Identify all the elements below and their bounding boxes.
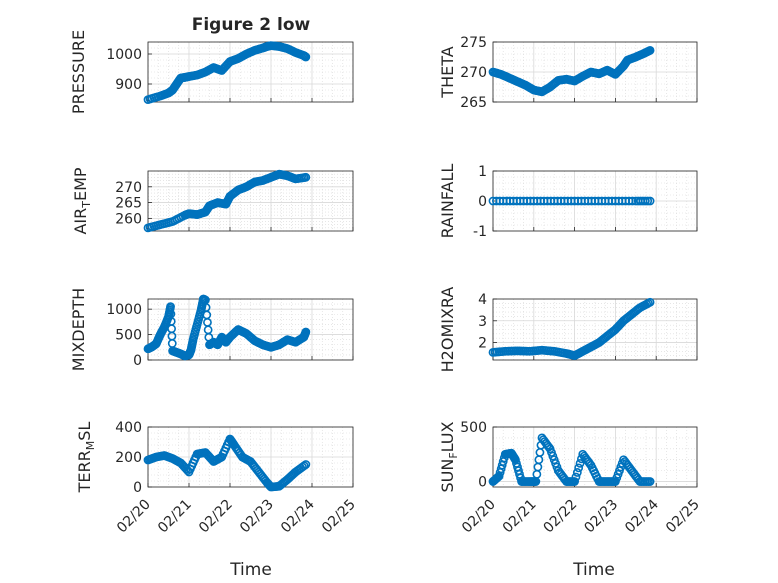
data-point	[301, 460, 311, 469]
y-axis-label: AIRTEMP	[71, 167, 93, 234]
data-series	[143, 41, 311, 104]
x-tick-label: 02/22	[196, 497, 236, 537]
data-point	[645, 477, 655, 486]
y-axis-label: MIXDEPTH	[69, 288, 88, 371]
y-tick-label: 400	[115, 420, 142, 436]
y-tick-label: 1000	[106, 47, 142, 63]
data-series	[143, 169, 311, 233]
x-tick-label: 02/20	[114, 497, 154, 537]
axes-frame	[492, 298, 698, 361]
data-point	[645, 46, 655, 55]
data-point	[301, 327, 311, 337]
x-tick-label: 02/25	[663, 497, 703, 537]
xlabel-right: Time	[572, 560, 615, 580]
y-tick-label: 2	[478, 336, 487, 352]
axes-frame	[147, 298, 354, 361]
subplot-rainfall: -1 0 1 RAINFALL	[438, 164, 698, 240]
y-tick-label: 260	[115, 211, 142, 227]
data-point	[645, 196, 655, 206]
x-tick-label: 02/23	[581, 497, 621, 537]
data-point	[301, 172, 311, 182]
data-point	[575, 458, 585, 468]
data-series	[488, 433, 655, 486]
y-axis-label: H2OMIXRA	[438, 287, 457, 373]
x-tick-label: 02/24	[622, 496, 662, 536]
y-tick-label: 275	[460, 35, 487, 51]
y-tick-label: 3	[478, 314, 487, 330]
data-point	[570, 477, 579, 486]
y-axis-label: RAINFALL	[438, 164, 457, 239]
axes-frame	[147, 170, 354, 232]
y-axis-label: PRESSURE	[69, 30, 88, 114]
subplot-h2omixra: 2 3 4 H2OMIXRA	[438, 287, 698, 373]
y-tick-label: 270	[460, 65, 487, 81]
data-point	[645, 297, 655, 307]
x-tick-label: 02/24	[278, 496, 318, 536]
subplot-mixdepth: 0 500 1000 MIXDEPTH	[69, 288, 354, 371]
subplot-pressure: 900 1000 PRESSURE	[69, 30, 354, 114]
y-tick-label: 500	[115, 328, 142, 344]
axes-frame	[492, 426, 698, 488]
y-tick-label: -1	[473, 224, 487, 240]
x-tick-label: 02/20	[459, 497, 499, 537]
data-series	[488, 297, 655, 361]
y-tick-label: 0	[478, 475, 487, 491]
y-tick-label: 900	[115, 77, 142, 93]
data-point	[574, 463, 584, 473]
y-tick-label: 0	[133, 480, 142, 496]
axes-frame	[147, 41, 354, 103]
data-point	[299, 461, 309, 471]
y-tick-label: 1	[478, 164, 487, 180]
y-tick-label: 200	[115, 450, 142, 466]
y-tick-label: 4	[478, 292, 487, 308]
y-tick-label: 0	[478, 194, 487, 210]
y-tick-label: 0	[133, 353, 142, 369]
data-series	[143, 434, 311, 492]
x-tick-label: 02/23	[237, 497, 277, 537]
y-tick-label: 270	[115, 180, 142, 196]
x-tick-label: 02/21	[500, 497, 540, 537]
y-axis-label: SUNFLUX	[438, 421, 460, 492]
y-axis-label: TERRMSL	[75, 422, 97, 494]
y-tick-label: 500	[460, 420, 487, 436]
y-axis-label: THETA	[438, 46, 457, 98]
x-tick-label: 02/22	[541, 497, 581, 537]
data-point	[301, 52, 311, 62]
data-series	[143, 294, 311, 361]
data-series	[488, 46, 655, 97]
data-point	[628, 196, 637, 206]
xlabel-left: Time	[229, 560, 272, 580]
data-point	[571, 472, 581, 482]
subplot-sun-flux: 0 500 02/20 02/21 02/22 02/23 02/24 02/25 SUNFLU…	[438, 420, 703, 536]
y-tick-label: 1000	[106, 302, 142, 318]
x-tick-label: 02/25	[319, 497, 359, 537]
y-tick-label: 265	[460, 95, 487, 111]
data-series	[488, 196, 655, 206]
y-tick-label: 265	[115, 196, 142, 212]
x-tick-label: 02/21	[155, 497, 195, 537]
subplot-terr-msl: 0 200 400 02/20 02/21 02/22 02/23 02/24 02/25 TER…	[75, 420, 359, 536]
data-point	[572, 468, 582, 477]
figure-title: Figure 2 low	[192, 15, 311, 35]
